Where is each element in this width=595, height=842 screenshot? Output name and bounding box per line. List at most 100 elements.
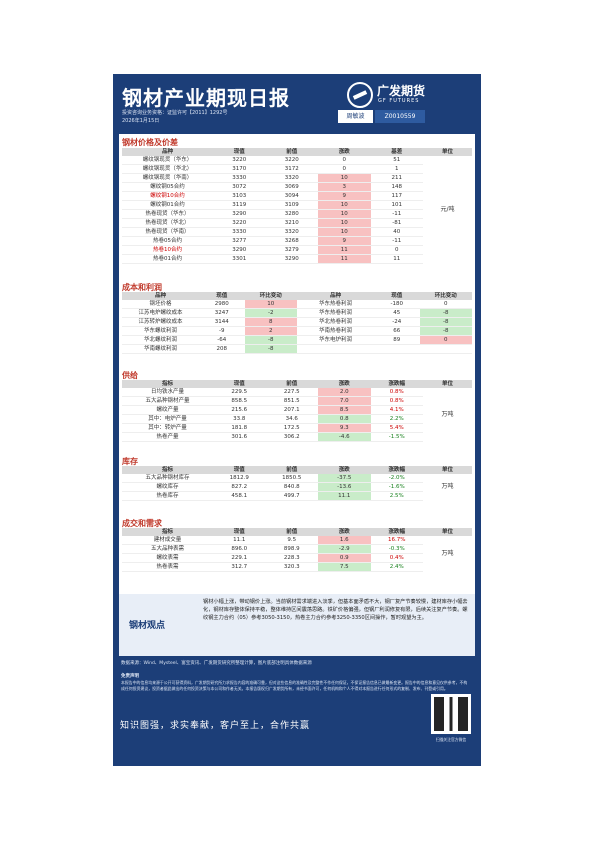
current-value: 3277 bbox=[213, 236, 266, 246]
basis-value: 117 bbox=[370, 191, 423, 201]
previous-value: 3290 bbox=[265, 254, 318, 264]
table-row: 其中：电炉产量 33.8 34.6 0.8 2.2% bbox=[122, 414, 472, 424]
current-value: 896.0 bbox=[213, 544, 266, 554]
column-header: 现值 bbox=[213, 380, 266, 388]
table-row: 建材成交量 11.1 9.5 1.6 16.7% 万吨 bbox=[122, 536, 472, 572]
change-value: -2.9 bbox=[318, 544, 371, 554]
column-header: 涨跌幅 bbox=[370, 466, 423, 474]
analyst-id: Z0010559 bbox=[375, 110, 425, 123]
change-value: -2 bbox=[244, 308, 297, 318]
previous-value: 3320 bbox=[265, 173, 318, 183]
change-value: 0 bbox=[419, 335, 472, 345]
change-value: 10 bbox=[318, 173, 371, 183]
table-header-row: 指标 现值 前值 涨跌 涨跌幅 单位 bbox=[122, 528, 472, 536]
row-name: 江苏转炉螺纹成本 bbox=[122, 317, 199, 327]
column-header: 涨跌幅 bbox=[370, 380, 423, 388]
row-name: 螺纹钢01合约 bbox=[122, 200, 213, 210]
report-content: 钢材价格及价差 品种 现值 前值 涨跌 基差 单位 螺纹钢现货（华东） 3220 3220 0 5… bbox=[119, 134, 475, 656]
basis-value: -11 bbox=[370, 236, 423, 246]
row-name: 华北螺纹利润 bbox=[122, 335, 199, 345]
change-percent: 5.4% bbox=[370, 423, 423, 433]
change-value: 10 bbox=[318, 200, 371, 210]
change-value: 11 bbox=[318, 245, 371, 255]
change-value: 8 bbox=[244, 317, 297, 327]
table-header-row: 指标 现值 前值 涨跌 涨跌幅 单位 bbox=[122, 380, 472, 388]
report-date: 2026年1月15日 bbox=[122, 118, 160, 124]
column-header: 品种 bbox=[122, 148, 213, 156]
row-name: 热卷01合约 bbox=[122, 254, 213, 264]
change-value: 1.6 bbox=[318, 536, 371, 545]
change-value: -8 bbox=[244, 335, 297, 345]
column-header: 基差 bbox=[370, 148, 423, 156]
change-value: -37.5 bbox=[318, 474, 371, 483]
table-row: 螺纹钢现货（华南） 3330 3320 10 211 bbox=[122, 173, 472, 183]
table-row: 热卷库存 458.1 499.7 11.1 2.5% bbox=[122, 491, 472, 501]
current-value: 3220 bbox=[213, 218, 266, 228]
row-name: 热卷库存 bbox=[122, 491, 213, 501]
current-value: 827.2 bbox=[213, 482, 266, 492]
unit-label: 元/吨 bbox=[423, 156, 472, 264]
current-value: 3247 bbox=[199, 308, 245, 318]
table-row: 其中：转炉产量 181.8 172.5 9.3 5.4% bbox=[122, 423, 472, 433]
inventory-table: 指标 现值 前值 涨跌 涨跌幅 单位 五大品种钢材库存 1812.9 1850.5 -37.5-… bbox=[122, 466, 472, 501]
previous-value: 3279 bbox=[265, 245, 318, 255]
change-percent: -2.0% bbox=[370, 474, 423, 483]
table-row: 螺纹钢现货（华北） 3170 3172 0 1 bbox=[122, 164, 472, 174]
previous-value: 3320 bbox=[265, 227, 318, 237]
column-header: 单位 bbox=[423, 148, 472, 156]
change-value: 3 bbox=[318, 182, 371, 192]
row-name: 建材成交量 bbox=[122, 536, 213, 545]
previous-value: 34.6 bbox=[265, 414, 318, 424]
qr-code bbox=[431, 694, 471, 734]
current-value: 3119 bbox=[213, 200, 266, 210]
previous-value: 228.3 bbox=[265, 553, 318, 563]
change-value: 0 bbox=[318, 156, 371, 165]
row-name: 华东热卷利润 bbox=[297, 300, 374, 309]
previous-value: 306.2 bbox=[265, 432, 318, 442]
row-name: 钢坯价格 bbox=[122, 300, 199, 309]
section-title-inventory: 库存 bbox=[122, 457, 138, 466]
current-value: 3220 bbox=[213, 156, 266, 165]
logo-en-text: GF FUTURES bbox=[378, 98, 420, 104]
current-value: 2980 bbox=[199, 300, 245, 309]
basis-value: 148 bbox=[370, 182, 423, 192]
current-value: -9 bbox=[199, 326, 245, 336]
current-value: 66 bbox=[374, 326, 420, 336]
row-name: 江苏电炉螺纹成本 bbox=[122, 308, 199, 318]
table-row: 螺纹表需 229.1 228.3 0.9 0.4% bbox=[122, 553, 472, 563]
column-header: 现值 bbox=[213, 528, 266, 536]
change-percent: -1.5% bbox=[370, 432, 423, 442]
table-row: 热卷现货（华南） 3330 3320 10 40 bbox=[122, 227, 472, 237]
previous-value: 320.3 bbox=[265, 562, 318, 572]
change-value: 2.0 bbox=[318, 388, 371, 397]
change-value: -8 bbox=[419, 308, 472, 318]
current-value: 89 bbox=[374, 335, 420, 345]
previous-value: 9.5 bbox=[265, 536, 318, 545]
unit-label: 万吨 bbox=[423, 388, 472, 442]
license-line: 投资咨询业务资格：证监许可【2011】1292号 bbox=[122, 110, 228, 116]
report-title: 钢材产业期现日报 bbox=[122, 86, 290, 110]
company-logo: 广发期货 GF FUTURES bbox=[347, 82, 467, 110]
column-header: 涨跌幅 bbox=[370, 528, 423, 536]
row-name: 螺纹产量 bbox=[122, 405, 213, 415]
current-value: -180 bbox=[374, 300, 420, 309]
row-name: 华东螺纹利润 bbox=[122, 326, 199, 336]
column-header: 涨跌 bbox=[318, 528, 371, 536]
current-value: 3330 bbox=[213, 173, 266, 183]
table-row: 华东螺纹利润 -9 2 华南热卷利润 66 -8 bbox=[122, 326, 472, 336]
qr-code-icon bbox=[434, 697, 468, 731]
current-value: 3290 bbox=[213, 209, 266, 219]
change-percent: 2.4% bbox=[370, 562, 423, 572]
change-percent: 2.5% bbox=[370, 491, 423, 501]
table-row: 螺纹钢现货（华东） 3220 3220 0 51 元/吨 bbox=[122, 156, 472, 264]
change-value: 7.0 bbox=[318, 396, 371, 406]
previous-value: 227.5 bbox=[265, 388, 318, 397]
change-value: 7.5 bbox=[318, 562, 371, 572]
change-value: 10 bbox=[318, 227, 371, 237]
change-value: 10 bbox=[318, 218, 371, 228]
change-value: 0.8 bbox=[318, 414, 371, 424]
current-value: 215.6 bbox=[213, 405, 266, 415]
supply-table: 指标 现值 前值 涨跌 涨跌幅 单位 日均铁水产量 229.5 227.5 2.0 0.8% 万吨五… bbox=[122, 380, 472, 442]
current-value: 11.1 bbox=[213, 536, 266, 545]
basis-value: -11 bbox=[370, 209, 423, 219]
